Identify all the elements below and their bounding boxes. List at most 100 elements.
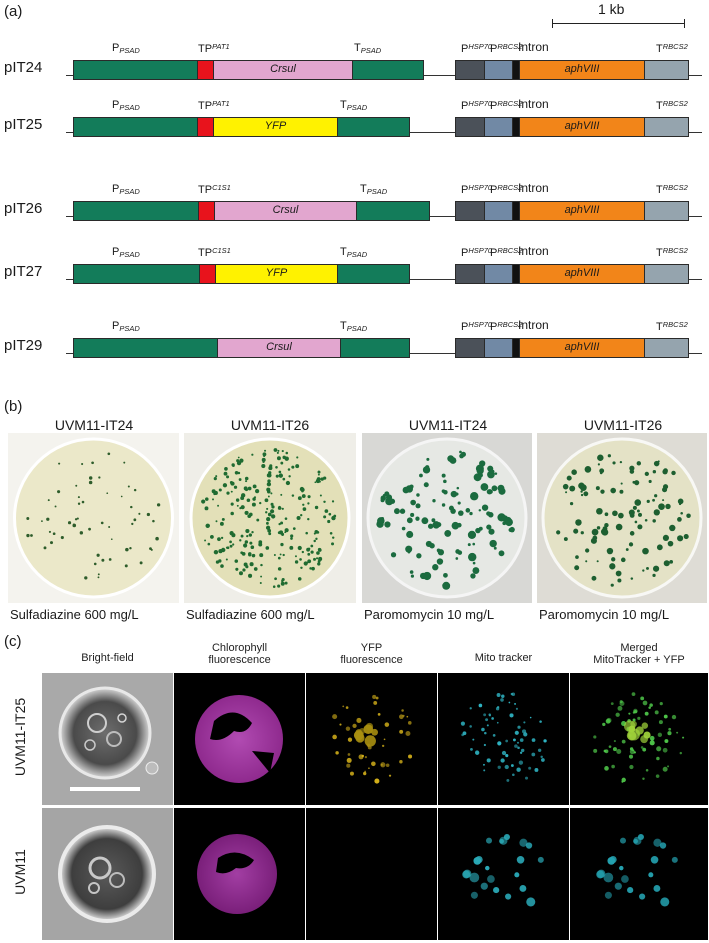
- label-prbcs2-pit27-main: P: [490, 247, 498, 259]
- segment-hsp70-pit26: [455, 201, 485, 221]
- label-trbcs2-pit27-sub: RBCS2: [662, 246, 688, 255]
- row-label-uvm11-it25-text: UVM11-IT25: [12, 697, 28, 777]
- segment-insert-pit24: Crsul: [213, 60, 353, 80]
- segment-trbcs2-pit27: [644, 264, 689, 284]
- label-phsp70-pit29: PHSP70: [461, 320, 492, 333]
- label-ppsad-pit29-sub: PSAD: [119, 324, 140, 333]
- label-phsp70-pit24: PHSP70: [461, 42, 492, 55]
- label-phsp70-pit24-sub: HSP70: [468, 42, 493, 51]
- label-tp-pit24: TPPAT1: [198, 42, 230, 55]
- label-ppsad-pit29-main: P: [112, 320, 120, 332]
- plate-2-image: [184, 433, 356, 603]
- segment-insert-pit25: YFP: [213, 117, 338, 137]
- insert-label-pit29: Crsul: [266, 341, 292, 353]
- label-trbcs2-pit26-main: T: [656, 184, 663, 196]
- micrograph-it25-mitotracker: [438, 673, 569, 805]
- label-phsp70-pit27: PHSP70: [461, 246, 492, 259]
- construct-name-pit26: pIT26: [4, 200, 43, 217]
- label-tpsad-pit29: TPSAD: [340, 320, 367, 333]
- label-intron-pit29: Intron: [518, 318, 549, 332]
- segment-insert-pit26: Crsul: [214, 201, 357, 221]
- label-tpsad-pit27: TPSAD: [340, 246, 367, 259]
- col-header-mitotracker: Mito tracker: [438, 652, 569, 664]
- label-phsp70-pit29-main: P: [461, 321, 469, 333]
- segment-rbcs2-pit29: [484, 338, 513, 358]
- label-trbcs2-pit24: TRBCS2: [656, 42, 688, 55]
- label-ppsad-pit26-sub: PSAD: [119, 187, 140, 196]
- panel-b-letter: (b): [4, 398, 23, 415]
- label-tpsad-pit25-sub: PSAD: [346, 103, 368, 112]
- micrograph-it25-brightfield: [42, 673, 173, 805]
- label-tp-pit24-main: TP: [198, 43, 213, 55]
- label-trbcs2-pit29-sub: RBCS2: [662, 320, 688, 329]
- label-phsp70-pit25: PHSP70: [461, 99, 492, 112]
- col-header-chlorophyll-line2: fluorescence: [208, 654, 271, 666]
- label-ppsad-pit29: PPSAD: [112, 320, 140, 333]
- label-phsp70-pit29-sub: HSP70: [468, 320, 493, 329]
- micrograph-it25-yfp: [306, 673, 437, 805]
- plate-2-title: UVM11-IT26: [230, 417, 310, 433]
- label-trbcs2-pit26: TRBCS2: [656, 183, 688, 196]
- segment-insert-pit29: Crsul: [217, 338, 341, 358]
- label-tp-pit26-main: TP: [198, 184, 213, 196]
- label-tp-pit26: TPC1S1: [198, 183, 231, 196]
- aph-label-pit27: aphVIII: [564, 267, 600, 279]
- insert-label-pit24: Crsul: [270, 63, 296, 75]
- label-tp-pit26-sub: C1S1: [212, 183, 231, 192]
- label-intron-pit26: Intron: [518, 181, 549, 195]
- label-prbcs2-pit24-sub: RBCS2: [497, 42, 523, 51]
- col-header-brightfield: Bright-field: [42, 652, 173, 664]
- label-trbcs2-pit27: TRBCS2: [656, 246, 688, 259]
- col-header-yfp: YFP fluorescence: [306, 642, 437, 666]
- scale-bar-label: 1 kb: [598, 1, 625, 17]
- segment-hsp70-pit29: [455, 338, 485, 358]
- segment-rbcs2-pit25: [484, 117, 513, 137]
- row-label-uvm11: UVM11: [0, 808, 40, 940]
- segment-hsp70-pit27: [455, 264, 485, 284]
- plate-2-condition: Sulfadiazine 600 mg/L: [186, 607, 315, 622]
- label-trbcs2-pit24-sub: RBCS2: [662, 42, 688, 51]
- label-tp-pit25: TPPAT1: [198, 99, 230, 112]
- label-ppsad-pit25-sub: PSAD: [119, 103, 140, 112]
- segment-hsp70-pit24: [455, 60, 485, 80]
- label-prbcs2-pit25-main: P: [490, 100, 498, 112]
- label-tpsad-pit27-main: T: [340, 246, 347, 258]
- segment-rbcs2-pit24: [484, 60, 513, 80]
- label-tpsad-pit25-main: T: [340, 99, 347, 111]
- col-header-chlorophyll: Chlorophyll fluorescence: [174, 642, 305, 666]
- insert-label-pit25: YFP: [264, 120, 287, 132]
- label-prbcs2-pit29: PRBCS2: [490, 320, 522, 333]
- micrograph-it25-chlorophyll: [174, 673, 305, 805]
- scale-bar: [552, 19, 685, 29]
- label-prbcs2-pit27-sub: RBCS2: [497, 246, 523, 255]
- plate-3-condition: Paromomycin 10 mg/L: [364, 607, 495, 622]
- label-intron-pit25: Intron: [518, 97, 549, 111]
- construct-name-pit27: pIT27: [4, 263, 43, 280]
- col-header-chlorophyll-line1: Chlorophyll: [211, 642, 268, 654]
- segment-tp-pit27: [199, 264, 216, 284]
- label-tp-pit27-main: TP: [198, 247, 213, 259]
- micrograph-uvm11-yfp: [306, 808, 437, 940]
- label-tpsad-pit26-sub: PSAD: [366, 187, 388, 196]
- segment-trbcs2-pit29: [644, 338, 689, 358]
- panel-c-letter: (c): [4, 633, 22, 650]
- label-trbcs2-pit29: TRBCS2: [656, 320, 688, 333]
- label-trbcs2-pit27-main: T: [656, 247, 663, 259]
- micrograph-uvm11-chlorophyll: [174, 808, 305, 940]
- label-tpsad-pit27-sub: PSAD: [346, 250, 368, 259]
- segment-tp-pit24: [197, 60, 214, 80]
- label-prbcs2-pit26-main: P: [490, 184, 498, 196]
- construct-name-pit29: pIT29: [4, 337, 43, 354]
- segment-trbcs2-pit24: [644, 60, 689, 80]
- label-phsp70-pit27-sub: HSP70: [468, 246, 493, 255]
- label-ppsad-pit27-sub: PSAD: [119, 250, 140, 259]
- col-header-yfp-line1: YFP: [360, 642, 383, 654]
- construct-name-pit24: pIT24: [4, 59, 43, 76]
- row-label-uvm11-text: UVM11: [12, 849, 28, 895]
- aph-label-pit29: aphVIII: [564, 341, 600, 353]
- plate-4-image: [537, 433, 707, 603]
- label-prbcs2-pit29-main: P: [490, 321, 498, 333]
- plate-4-condition: Paromomycin 10 mg/L: [539, 607, 670, 622]
- label-phsp70-pit26-sub: HSP70: [468, 183, 493, 192]
- label-ppsad-pit27-main: P: [112, 246, 120, 258]
